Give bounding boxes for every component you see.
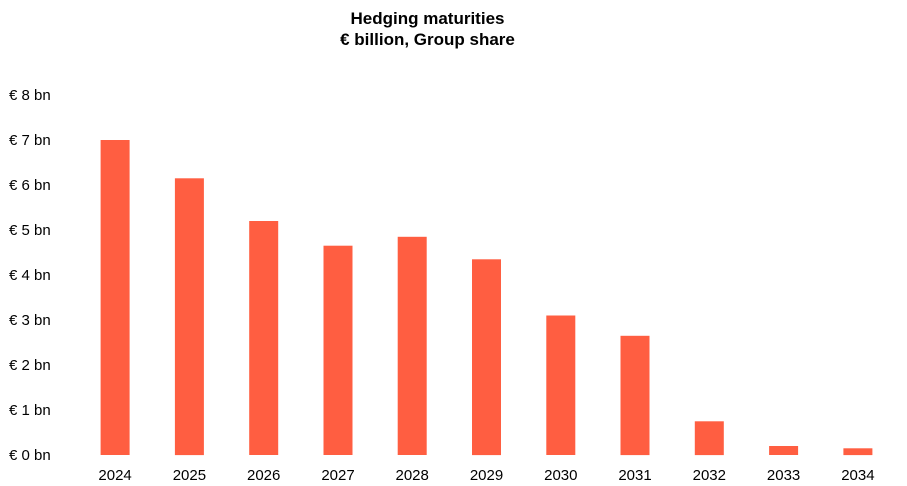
- x-tick-label: 2027: [321, 467, 354, 484]
- y-tick-label: € 4 bn: [9, 267, 51, 284]
- x-tick-label: 2033: [767, 467, 800, 484]
- y-tick-label: € 6 bn: [9, 177, 51, 194]
- bar-2026: [249, 221, 279, 455]
- y-axis-tick-labels: € 0 bn € 1 bn € 2 bn € 3 bn € 4 bn € 5 bn € 6 …: [9, 87, 51, 464]
- x-tick-label: 2030: [544, 467, 577, 484]
- y-tick-label: € 1 bn: [9, 402, 51, 419]
- bar-2032: [694, 421, 724, 456]
- y-tick-label: € 2 bn: [9, 357, 51, 374]
- y-tick-label: € 7 bn: [9, 132, 51, 149]
- x-tick-label: 2029: [470, 467, 503, 484]
- bar-2030: [546, 315, 576, 455]
- y-tick-label: € 3 bn: [9, 312, 51, 329]
- y-tick-label: € 8 bn: [9, 87, 51, 104]
- x-tick-label: 2026: [247, 467, 280, 484]
- y-tick-label: € 5 bn: [9, 222, 51, 239]
- y-tick-label: € 0 bn: [9, 447, 51, 464]
- bar-2028: [397, 236, 427, 455]
- x-tick-label: 2032: [693, 467, 726, 484]
- x-axis-tick-labels: 2024 2025 2026 2027 2028 2029 2030 2031 2032 2033…: [98, 467, 874, 484]
- x-tick-label: 2031: [618, 467, 651, 484]
- bar-2024: [100, 140, 130, 455]
- bar-2027: [323, 245, 353, 455]
- bar-2033: [769, 446, 799, 455]
- x-tick-label: 2024: [98, 467, 131, 484]
- chart-subtitle: € billion, Group share: [340, 30, 515, 49]
- bar-2025: [174, 178, 204, 456]
- chart-title: Hedging maturities: [350, 9, 505, 28]
- bar-2034: [843, 448, 873, 456]
- x-tick-label: 2025: [173, 467, 206, 484]
- x-tick-label: 2028: [396, 467, 429, 484]
- bar-2029: [472, 259, 501, 456]
- bar-series: [100, 140, 873, 456]
- x-tick-label: 2034: [841, 467, 874, 484]
- bar-2031: [620, 335, 650, 456]
